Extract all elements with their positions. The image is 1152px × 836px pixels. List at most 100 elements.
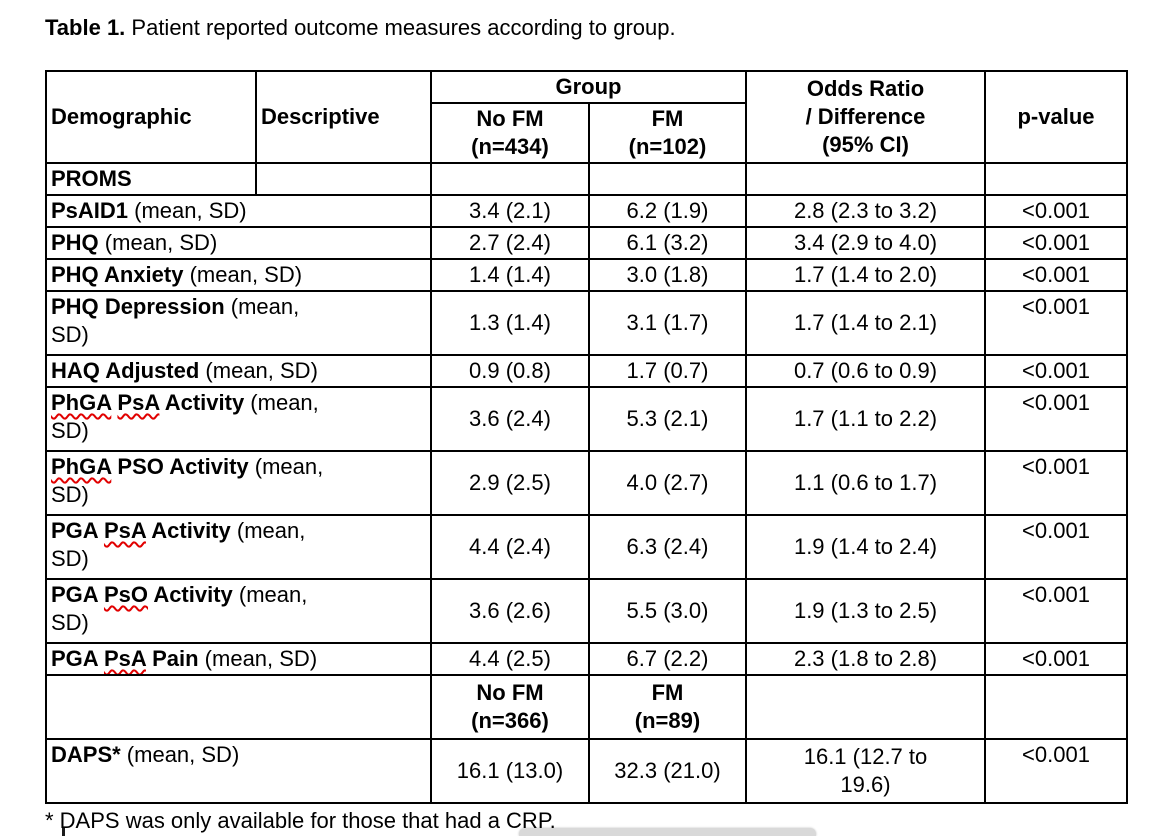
table-row: PGA PsA Activity (mean, SD) 4.4 (2.4) 6.… [45, 514, 1128, 580]
cell-fm: 3.1 (1.7) [588, 290, 747, 356]
row-label-descriptor: (mean, SD) [120, 742, 240, 767]
cell-odds-ratio: 1.7 (1.1 to 2.2) [745, 386, 986, 452]
cell-p-value: <0.001 [984, 290, 1128, 356]
cell-no-fm: 3.4 (2.1) [430, 194, 590, 228]
cell-p-value: <0.001 [984, 514, 1128, 580]
cell-p-value: <0.001 [984, 642, 1128, 676]
cell-p-value: <0.001 [984, 450, 1128, 516]
cell-fm: 4.0 (2.7) [588, 450, 747, 516]
bottom-scrollbar-thumb[interactable] [519, 828, 816, 836]
label-word: Anxiety [103, 262, 184, 287]
label-word: PGA [51, 518, 98, 543]
cell-no-fm: 1.3 (1.4) [430, 290, 590, 356]
cell-no-fm: 3.6 (2.4) [430, 386, 590, 452]
text-cursor-mark [62, 828, 65, 836]
cell-odds-ratio: 2.8 (2.3 to 3.2) [745, 194, 986, 228]
cell-no-fm: 16.1 (13.0) [430, 738, 590, 804]
row-label: PHQ Anxiety (mean, SD) [45, 258, 432, 292]
row-label: PhGA PsA Activity (mean, SD) [45, 386, 432, 452]
table-footnote: * DAPS was only available for those that… [45, 808, 556, 833]
row-label-descriptor: (mean, SD) [51, 582, 308, 635]
cell-p-value: <0.001 [984, 258, 1128, 292]
subgroup-header-row: No FM (n=366) FM (n=89) [45, 674, 1128, 740]
label-word: PGA [51, 646, 98, 671]
row-label-descriptor: (mean, SD) [183, 262, 303, 287]
cell-fm: 6.7 (2.2) [588, 642, 747, 676]
cell-fm: 32.3 (21.0) [588, 738, 747, 804]
empty-cell [745, 162, 986, 196]
label-word: PSO [117, 454, 164, 479]
empty-cell [745, 674, 986, 740]
document-page: Table 1. Patient reported outcome measur… [45, 14, 1130, 835]
cell-odds-ratio: 2.3 (1.8 to 2.8) [745, 642, 986, 676]
table-row: PsAID1 (mean, SD) 3.4 (2.1) 6.2 (1.9) 2.… [45, 194, 1128, 228]
misspelled-word: PsA [103, 518, 146, 543]
empty-cell [984, 162, 1128, 196]
cell-no-fm: 2.7 (2.4) [430, 226, 590, 260]
label-word: HAQ [51, 358, 100, 383]
cell-p-value: <0.001 [984, 194, 1128, 228]
row-label-words: PGA PsA Pain [51, 646, 199, 671]
header-p-value: p-value [984, 70, 1128, 164]
cell-fm: 3.0 (1.8) [588, 258, 747, 292]
row-label-descriptor: (mean, SD) [51, 294, 300, 347]
cell-p-value: <0.001 [984, 738, 1128, 804]
label-word: Depression [104, 294, 225, 319]
label-word: PHQ [51, 262, 99, 287]
cell-odds-ratio: 1.7 (1.4 to 2.1) [745, 290, 986, 356]
cell-odds-ratio: 1.1 (0.6 to 1.7) [745, 450, 986, 516]
cell-odds-ratio: 1.9 (1.4 to 2.4) [745, 514, 986, 580]
table-header: Demographic Descriptive Group Odds Ratio… [45, 70, 1128, 164]
row-label: PGA PsO Activity (mean, SD) [45, 578, 432, 644]
header-row-group: Demographic Descriptive Group Odds Ratio… [45, 70, 1128, 164]
misspelled-word: PsA [103, 646, 146, 671]
empty-cell [588, 162, 747, 196]
row-label: DAPS* (mean, SD) [45, 738, 432, 804]
cell-p-value: <0.001 [984, 354, 1128, 388]
table-row: PhGA PsA Activity (mean, SD) 3.6 (2.4) 5… [45, 386, 1128, 452]
row-label: PsAID1 (mean, SD) [45, 194, 432, 228]
table-row: HAQ Adjusted (mean, SD) 0.9 (0.8) 1.7 (0… [45, 354, 1128, 388]
cell-no-fm: 4.4 (2.4) [430, 514, 590, 580]
empty-cell [255, 162, 432, 196]
row-label-descriptor: (mean, SD) [128, 198, 247, 223]
table-caption-text: Patient reported outcome measures accord… [125, 15, 676, 40]
row-label-words: PHQ [51, 230, 99, 255]
row-label: PGA PsA Pain (mean, SD) [45, 642, 432, 676]
cell-odds-ratio: 3.4 (2.9 to 4.0) [745, 226, 986, 260]
outcomes-table: Demographic Descriptive Group Odds Ratio… [45, 70, 1128, 804]
cell-odds-ratio: 0.7 (0.6 to 0.9) [745, 354, 986, 388]
cell-no-fm: 2.9 (2.5) [430, 450, 590, 516]
section-label: PROMS [45, 162, 257, 196]
empty-cell [430, 162, 590, 196]
cell-fm: 5.5 (3.0) [588, 578, 747, 644]
row-label-words: PsAID1 [51, 198, 128, 223]
row-label: PHQ Depression (mean, SD) [45, 290, 432, 356]
label-word: PsAID1 [51, 198, 129, 223]
row-label-descriptor: (mean, SD) [51, 454, 324, 507]
row-label-descriptor: (mean, SD) [51, 518, 306, 571]
label-word: Adjusted [105, 358, 200, 383]
cell-fm: 6.1 (3.2) [588, 226, 747, 260]
misspelled-word: PsA [117, 390, 160, 415]
row-label-words: PhGA PSO Activity [51, 454, 249, 479]
header-demographic: Demographic [45, 70, 257, 164]
table-row: PGA PsO Activity (mean, SD) 3.6 (2.6) 5.… [45, 578, 1128, 644]
cell-odds-ratio: 1.9 (1.3 to 2.5) [745, 578, 986, 644]
table-row-daps: DAPS* (mean, SD) 16.1 (13.0) 32.3 (21.0)… [45, 738, 1128, 804]
row-label-words: PGA PsO Activity [51, 582, 233, 607]
table-row: PGA PsA Pain (mean, SD) 4.4 (2.5) 6.7 (2… [45, 642, 1128, 676]
header-odds-ratio: Odds Ratio / Difference (95% CI) [745, 70, 986, 164]
row-label-words: DAPS* [51, 742, 121, 767]
header-group: Group [430, 70, 747, 104]
row-label-words: PHQ Depression [51, 294, 225, 319]
row-label-words: PhGA PsA Activity [51, 390, 244, 415]
cell-no-fm: 4.4 (2.5) [430, 642, 590, 676]
table-body: PROMS PsAID1 (mean, SD) 3.4 (2.1) 6.2 (1… [45, 162, 1128, 804]
row-label-words: HAQ Adjusted [51, 358, 199, 383]
header-descriptive: Descriptive [255, 70, 432, 164]
table-row: PHQ (mean, SD) 2.7 (2.4) 6.1 (3.2) 3.4 (… [45, 226, 1128, 260]
table-row: PHQ Anxiety (mean, SD) 1.4 (1.4) 3.0 (1.… [45, 258, 1128, 292]
cell-no-fm: 3.6 (2.6) [430, 578, 590, 644]
row-label-words: PGA PsA Activity [51, 518, 231, 543]
